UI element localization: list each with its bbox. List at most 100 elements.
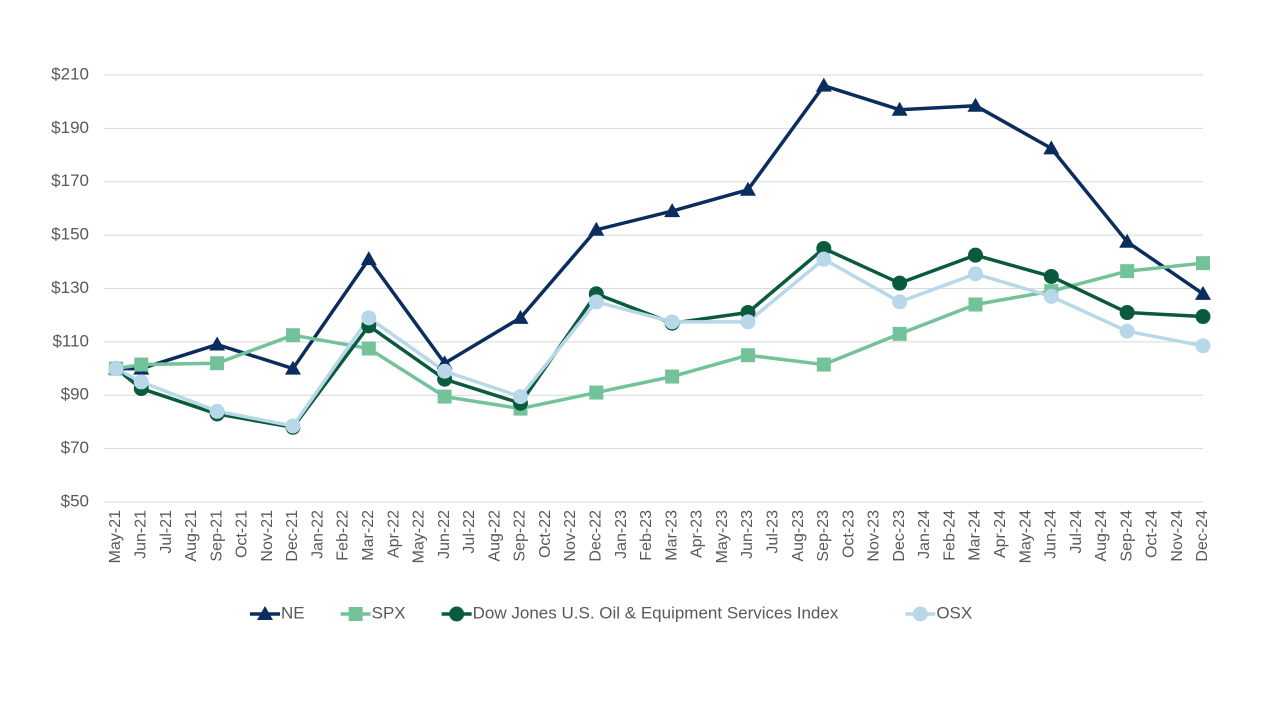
x-tick-label: Oct-21 [234,510,251,558]
marker [1120,264,1135,279]
x-tick-label: Aug-21 [183,510,200,562]
marker [360,251,377,266]
x-tick-label: Mar-22 [360,510,377,561]
marker [588,294,604,310]
x-tick-label: Jun-24 [1043,510,1060,559]
x-tick-label: Jul-23 [764,510,781,554]
marker [967,247,983,263]
marker [1119,323,1135,339]
marker [891,101,908,116]
x-tick-label: Dec-22 [588,510,605,562]
marker [588,221,605,236]
x-tick-label: May-21 [107,510,124,563]
marker [1195,309,1211,325]
x-tick-label: Dec-24 [1194,510,1211,562]
x-tick-label: Dec-23 [891,510,908,562]
series-line [115,261,1204,411]
marker [285,418,301,434]
marker [665,369,680,384]
legend-item: OSX [905,603,972,622]
marker [1043,268,1059,284]
marker [512,309,529,324]
y-tick-label: $170 [51,171,89,190]
x-tick-label: Feb-22 [335,510,352,561]
y-tick-label: $190 [51,118,89,137]
marker [816,240,832,256]
marker [815,77,832,92]
marker [967,97,984,112]
x-tick-label: Nov-21 [259,510,276,562]
x-tick-label: Mar-24 [967,510,984,561]
marker [589,385,604,400]
legend-marker [912,606,928,622]
y-tick-label: $210 [51,64,89,83]
x-tick-label: Jan-22 [309,510,326,559]
x-tick-label: Sep-22 [512,510,529,562]
x-tick-label: Jun-21 [132,510,149,559]
x-tick-label: Oct-24 [1144,510,1161,558]
marker [134,357,149,372]
marker [892,294,908,310]
x-tick-label: Sep-24 [1118,510,1135,562]
x-tick-label: Aug-24 [1093,510,1110,562]
legend-label: Dow Jones U.S. Oil & Equipment Services … [473,603,839,622]
x-tick-label: Jun-22 [436,510,453,559]
x-tick-label: Jan-23 [613,510,630,559]
marker [664,203,681,218]
marker [740,314,756,330]
x-tick-label: Dec-21 [284,510,301,562]
y-tick-label: $150 [51,225,89,244]
marker [816,357,831,372]
x-tick-label: May-22 [411,510,428,563]
x-tick-label: Jul-24 [1068,510,1085,554]
x-tick-label: Aug-22 [486,510,503,562]
marker [437,363,453,379]
x-tick-label: Sep-21 [208,510,225,562]
marker [133,374,149,390]
marker [816,251,832,267]
x-tick-label: Jul-22 [461,510,478,554]
y-tick-label: $90 [61,385,89,404]
legend-item: NE [250,603,305,622]
marker [1195,285,1211,300]
y-tick-label: $50 [61,491,89,510]
marker [361,310,377,326]
x-tick-label: Feb-23 [638,510,655,561]
marker [361,341,376,356]
x-tick-label: Oct-22 [537,510,554,558]
legend-marker [348,607,363,621]
legend-item: Dow Jones U.S. Oil & Equipment Services … [441,603,839,622]
marker [108,361,124,377]
marker [1195,338,1211,354]
marker [664,314,680,330]
marker [210,356,225,371]
marker [1119,305,1135,321]
x-tick-label: May-23 [714,510,731,563]
legend-label: NE [281,603,305,622]
marker [968,297,983,312]
marker [285,328,300,343]
legend-label: OSX [936,603,972,622]
marker [209,403,225,419]
y-tick-label: $70 [61,438,89,457]
marker [740,348,755,363]
legend-label: SPX [372,603,406,622]
marker [892,326,907,341]
x-tick-label: Jun-23 [739,510,756,559]
x-tick-label: Oct-23 [840,510,857,558]
x-tick-label: Apr-24 [992,510,1009,558]
x-tick-label: Apr-23 [689,510,706,558]
legend-item: SPX [340,603,406,622]
marker [967,266,983,282]
marker [1119,233,1136,248]
y-tick-label: $110 [52,331,89,350]
marker [892,275,908,291]
series-line [115,257,1204,428]
marker [284,360,301,375]
x-tick-label: Mar-23 [663,510,680,561]
x-tick-label: May-24 [1017,510,1034,563]
legend-marker [449,606,465,622]
x-tick-label: Nov-24 [1169,510,1186,562]
legend-marker [257,606,273,620]
marker [209,336,226,351]
